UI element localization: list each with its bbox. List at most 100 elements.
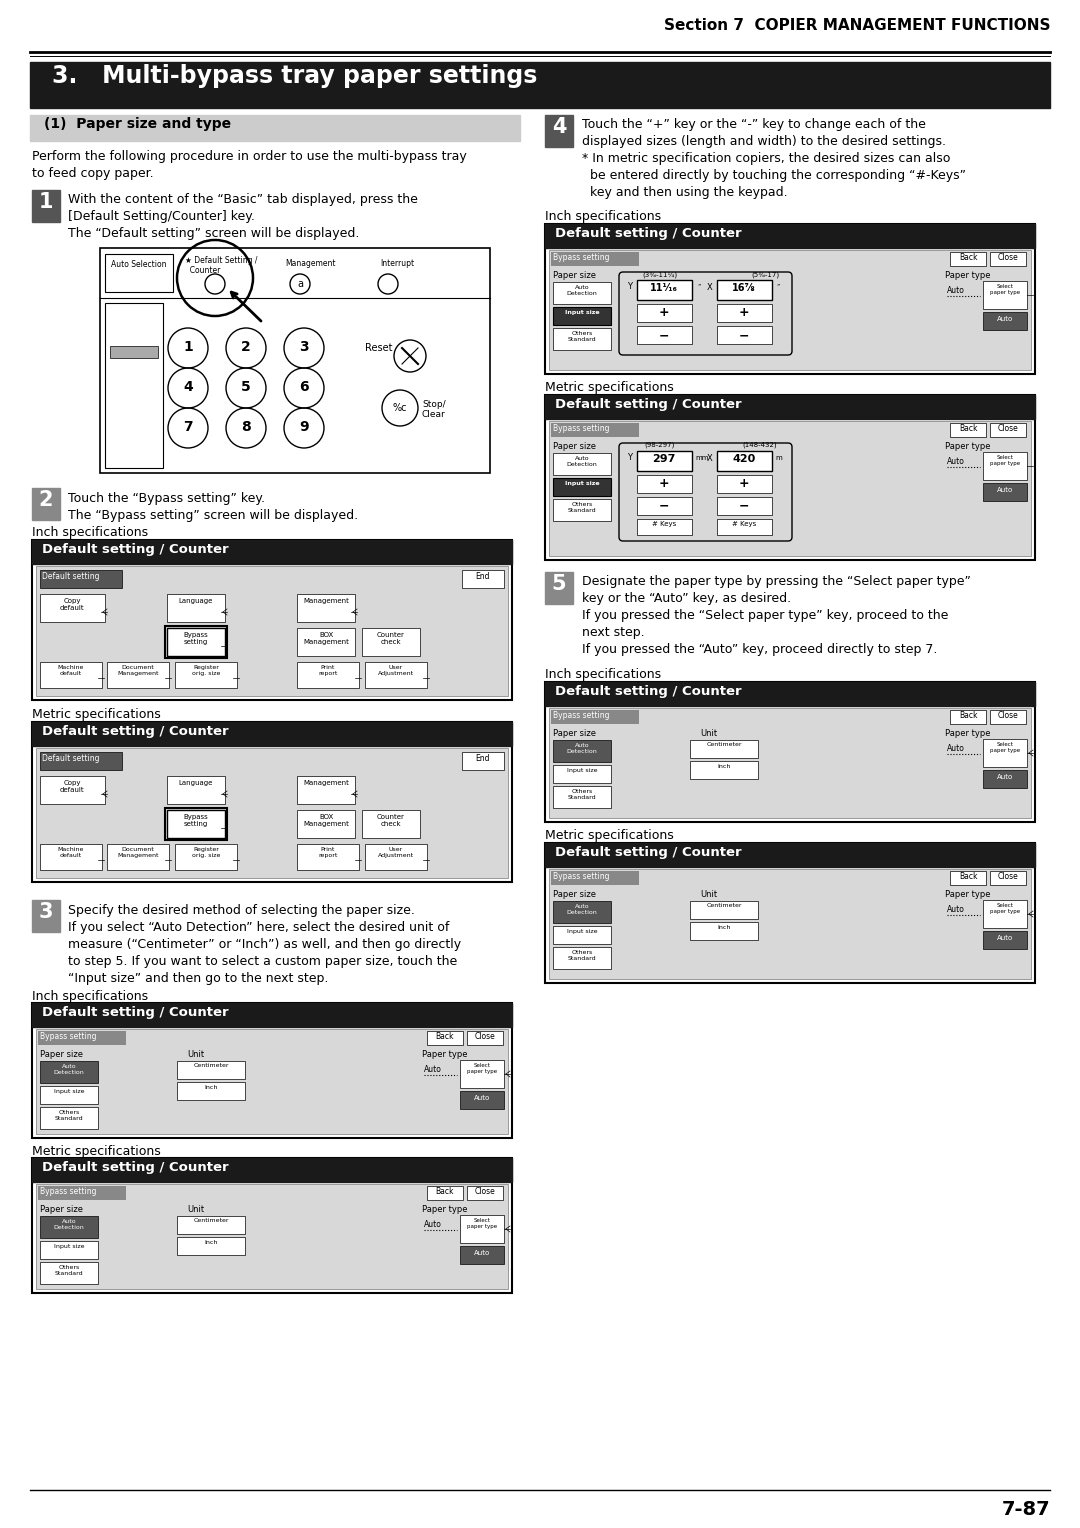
Text: 4: 4 [184, 380, 193, 394]
Text: Auto
Detection: Auto Detection [567, 743, 597, 753]
Text: (1)  Paper size and type: (1) Paper size and type [44, 118, 231, 131]
Text: Default setting / Counter: Default setting / Counter [555, 397, 742, 411]
Text: Auto
Detection: Auto Detection [567, 455, 597, 466]
Bar [362, 628, 420, 656]
Text: Back: Back [959, 423, 977, 432]
Text: Y: Y [627, 283, 632, 290]
Bar [545, 396, 1035, 559]
Text: %c: %c [393, 403, 407, 413]
Text: Perform the following procedure in order to use the multi-bypass tray
to feed co: Perform the following procedure in order… [32, 150, 467, 180]
Text: Counter
check: Counter check [377, 814, 405, 827]
Text: Auto: Auto [424, 1065, 442, 1074]
Text: Paper size: Paper size [40, 1206, 83, 1215]
Text: Register
orig. size: Register orig. size [192, 665, 220, 675]
Text: mm: mm [696, 455, 708, 461]
Text: 6: 6 [299, 380, 309, 394]
Bar [545, 225, 1035, 248]
Bar [983, 312, 1027, 330]
Bar [553, 766, 611, 782]
Bar [553, 740, 611, 762]
Text: Input size: Input size [567, 929, 597, 934]
Bar [545, 681, 1035, 706]
Text: Back: Back [435, 1187, 455, 1196]
Text: Metric specifications: Metric specifications [32, 707, 161, 721]
Bar [553, 500, 611, 521]
Text: Input size: Input size [565, 310, 599, 315]
Text: Stop/
Clear: Stop/ Clear [422, 400, 446, 419]
Bar [32, 1158, 512, 1293]
Bar [175, 662, 237, 688]
Text: Inch specifications: Inch specifications [32, 526, 148, 539]
Bar [950, 252, 986, 266]
Bar [32, 723, 512, 746]
Bar [545, 681, 1035, 822]
Bar [553, 478, 611, 497]
Bar [545, 225, 1035, 374]
Text: +: + [659, 306, 670, 319]
Text: 3: 3 [39, 902, 53, 921]
Text: Select
paper type: Select paper type [990, 284, 1021, 295]
Text: Paper type: Paper type [945, 270, 990, 280]
Bar [460, 1091, 504, 1109]
Text: −: − [659, 329, 670, 342]
Text: Input size: Input size [565, 481, 599, 486]
Text: Metric specifications: Metric specifications [32, 1144, 161, 1158]
Text: Unit: Unit [187, 1050, 204, 1059]
Bar [553, 307, 611, 325]
Text: Close: Close [998, 872, 1018, 882]
Text: 11¹⁄₁₆: 11¹⁄₁₆ [650, 283, 678, 293]
Text: Paper type: Paper type [422, 1206, 468, 1215]
Text: Others
Standard: Others Standard [568, 332, 596, 342]
Text: Back: Back [959, 711, 977, 720]
Bar [553, 947, 611, 969]
Bar [553, 329, 611, 350]
Text: Designate the paper type by pressing the “Select paper type”
key or the “Auto” k: Designate the paper type by pressing the… [582, 575, 971, 656]
Text: End: End [476, 571, 490, 581]
Text: Interrupt: Interrupt [380, 260, 414, 267]
Bar [36, 1028, 508, 1134]
Text: Touch the “+” key or the “-” key to change each of the
displayed sizes (length a: Touch the “+” key or the “-” key to chan… [582, 118, 966, 199]
Bar [637, 497, 692, 515]
Text: Default setting / Counter: Default setting / Counter [555, 847, 742, 859]
Text: Auto
Detection: Auto Detection [54, 1063, 84, 1074]
Bar [297, 628, 355, 656]
Text: Back: Back [959, 872, 977, 882]
Bar [545, 396, 1035, 419]
Bar [983, 900, 1027, 927]
Text: Register
orig. size: Register orig. size [192, 847, 220, 857]
Text: Auto
Detection: Auto Detection [567, 905, 597, 915]
Text: Select
paper type: Select paper type [467, 1218, 497, 1229]
Bar [462, 570, 504, 588]
Bar [549, 422, 1031, 556]
Bar [40, 1241, 98, 1259]
Text: Inch specifications: Inch specifications [545, 209, 661, 223]
Text: Centimeter: Centimeter [706, 903, 742, 908]
Text: −: − [659, 500, 670, 513]
Text: Bypass setting: Bypass setting [553, 423, 609, 432]
Text: Auto: Auto [997, 935, 1013, 941]
Bar [983, 740, 1027, 767]
Text: Others
Standard: Others Standard [55, 1109, 83, 1122]
Text: Default setting / Counter: Default setting / Counter [42, 1161, 229, 1174]
Bar [40, 1262, 98, 1284]
Bar [983, 483, 1027, 501]
Text: # Keys: # Keys [652, 521, 676, 527]
Bar [40, 1106, 98, 1129]
Bar [36, 749, 508, 879]
Bar [32, 539, 512, 700]
Bar [40, 1086, 98, 1105]
Bar [177, 1238, 245, 1254]
Bar [637, 475, 692, 494]
Bar [36, 1184, 508, 1290]
Bar [690, 740, 758, 758]
Text: Close: Close [474, 1031, 496, 1041]
Text: X: X [707, 283, 713, 292]
Text: 8: 8 [241, 420, 251, 434]
Bar [551, 711, 639, 724]
Text: Others
Standard: Others Standard [568, 788, 596, 799]
Bar [983, 281, 1027, 309]
Text: 9: 9 [299, 420, 309, 434]
Bar [32, 900, 60, 932]
Bar [549, 707, 1031, 817]
Bar [40, 843, 102, 869]
